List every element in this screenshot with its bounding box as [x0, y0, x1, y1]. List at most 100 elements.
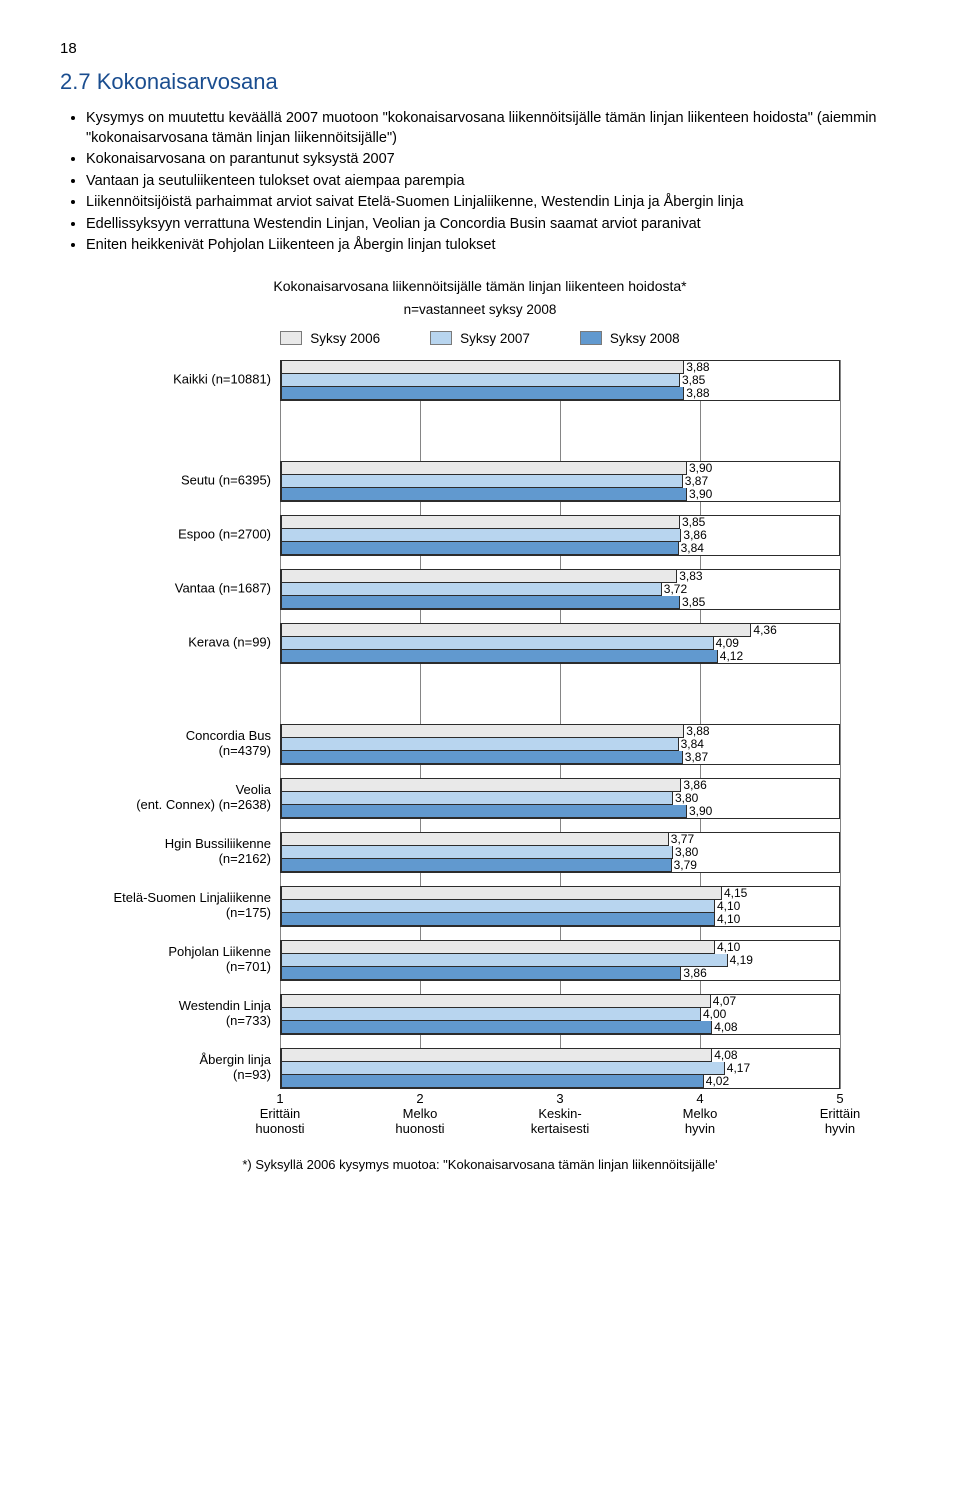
- legend-label: Syksy 2007: [460, 331, 530, 346]
- axis-tick-label: Melkohyvin: [645, 1107, 755, 1137]
- grid-line: [840, 360, 841, 1089]
- bar: 3,88: [281, 725, 684, 738]
- row-label: Veolia(ent. Connex) (n=2638): [81, 784, 281, 814]
- bar-value: 3,84: [678, 541, 704, 555]
- bar: 3,86: [281, 529, 681, 542]
- bar-value: 3,80: [672, 791, 698, 805]
- bar-group: Veolia(ent. Connex) (n=2638)3,863,803,90: [280, 778, 840, 819]
- bar: 4,10: [281, 900, 715, 913]
- bar-value: 4,10: [714, 899, 740, 913]
- legend-swatch: [280, 331, 302, 345]
- bullet-item: Eniten heikkenivät Pohjolan Liikenteen j…: [86, 236, 900, 256]
- row-label: Espoo (n=2700): [81, 528, 281, 543]
- bar-value: 3,72: [661, 582, 687, 596]
- row-label: Westendin Linja(n=733): [81, 1000, 281, 1030]
- axis-tick-number: 1: [276, 1091, 283, 1106]
- bar-value: 4,07: [710, 994, 736, 1008]
- row-label: Seutu (n=6395): [81, 474, 281, 489]
- bullet-list: Kysymys on muutettu keväällä 2007 muotoo…: [60, 109, 900, 256]
- bar-value: 3,88: [683, 360, 709, 374]
- row-label: Hgin Bussiliikenne(n=2162): [81, 838, 281, 868]
- bar-group: Kerava (n=99)4,364,094,12: [280, 623, 840, 664]
- chart-subtitle: n=vastanneet syksy 2008: [80, 302, 880, 317]
- chart: Kokonaisarvosana liikennöitsijälle tämän…: [80, 278, 880, 1172]
- bar-value: 4,36: [750, 623, 776, 637]
- section-heading: 2.7 Kokonaisarvosana: [60, 69, 900, 95]
- bar-value: 3,86: [680, 778, 706, 792]
- bar-group: Pohjolan Liikenne(n=701)4,104,193,86: [280, 940, 840, 981]
- page-number: 18: [60, 40, 900, 57]
- bar: 3,90: [281, 488, 687, 501]
- legend-swatch: [580, 331, 602, 345]
- bar-value: 4,19: [727, 953, 753, 967]
- row-label: Vantaa (n=1687): [81, 582, 281, 597]
- bar: 3,86: [281, 967, 681, 980]
- bullet-item: Liikennöitsijöistä parhaimmat arviot sai…: [86, 193, 900, 213]
- bar-value: 4,00: [700, 1007, 726, 1021]
- bar-value: 3,83: [676, 569, 702, 583]
- bar-value: 3,86: [680, 528, 706, 542]
- bar-group: Espoo (n=2700)3,853,863,84: [280, 515, 840, 556]
- bar-value: 3,90: [686, 487, 712, 501]
- chart-legend: Syksy 2006 Syksy 2007 Syksy 2008: [80, 331, 880, 346]
- axis-tick-number: 3: [556, 1091, 563, 1106]
- bar: 4,09: [281, 637, 714, 650]
- bar-value: 4,10: [714, 940, 740, 954]
- x-axis: 1Erittäinhuonosti2Melkohuonosti3Keskin-k…: [280, 1091, 840, 1139]
- row-label: Pohjolan Liikenne(n=701): [81, 946, 281, 976]
- axis-tick-number: 4: [696, 1091, 703, 1106]
- bar: 3,83: [281, 570, 677, 583]
- bar: 3,87: [281, 475, 683, 488]
- bullet-item: Kysymys on muutettu keväällä 2007 muotoo…: [86, 109, 900, 148]
- chart-footnote: *) Syksyllä 2006 kysymys muotoa: "Kokona…: [80, 1157, 880, 1172]
- axis-tick-label: Melkohuonosti: [365, 1107, 475, 1137]
- bar-group: Vantaa (n=1687)3,833,723,85: [280, 569, 840, 610]
- bar-value: 4,08: [711, 1048, 737, 1062]
- bar-group: Westendin Linja(n=733)4,074,004,08: [280, 994, 840, 1035]
- bar-value: 3,80: [672, 845, 698, 859]
- bar-value: 4,15: [721, 886, 747, 900]
- bar-group: Åbergin linja(n=93)4,084,174,02: [280, 1048, 840, 1089]
- row-label: Concordia Bus(n=4379): [81, 730, 281, 760]
- bar-value: 3,87: [682, 474, 708, 488]
- axis-tick-number: 2: [416, 1091, 423, 1106]
- axis-tick-label: Keskin-kertaisesti: [505, 1107, 615, 1137]
- bar: 4,07: [281, 995, 711, 1008]
- bar: 3,88: [281, 387, 684, 400]
- axis-tick-label: Erittäinhyvin: [785, 1107, 895, 1137]
- bar: 4,12: [281, 650, 718, 663]
- bar: 3,90: [281, 462, 687, 475]
- bar-group: Kaikki (n=10881)3,883,853,88: [280, 360, 840, 401]
- chart-title: Kokonaisarvosana liikennöitsijälle tämän…: [80, 278, 880, 294]
- legend-item: Syksy 2006: [280, 331, 380, 346]
- row-label: Etelä-Suomen Linjaliikenne(n=175): [81, 892, 281, 922]
- bar-value: 4,08: [711, 1020, 737, 1034]
- row-label: Åbergin linja(n=93): [81, 1054, 281, 1084]
- bar: 3,86: [281, 779, 681, 792]
- bar-value: 3,87: [682, 750, 708, 764]
- row-label: Kaikki (n=10881): [81, 373, 281, 388]
- bar-value: 3,85: [679, 515, 705, 529]
- bar: 4,08: [281, 1021, 712, 1034]
- legend-label: Syksy 2006: [310, 331, 380, 346]
- row-label: Kerava (n=99): [81, 636, 281, 651]
- bar: 4,36: [281, 624, 751, 637]
- bar: 3,85: [281, 374, 680, 387]
- bar: 3,85: [281, 596, 680, 609]
- bar-value: 3,85: [679, 595, 705, 609]
- bar: 4,08: [281, 1049, 712, 1062]
- legend-swatch: [430, 331, 452, 345]
- bar-value: 4,09: [713, 636, 739, 650]
- bar-value: 3,85: [679, 373, 705, 387]
- bar: 4,15: [281, 887, 722, 900]
- bar: 4,10: [281, 941, 715, 954]
- bar: 3,80: [281, 846, 673, 859]
- legend-label: Syksy 2008: [610, 331, 680, 346]
- legend-item: Syksy 2008: [580, 331, 680, 346]
- bar: 3,88: [281, 361, 684, 374]
- bar: 3,87: [281, 751, 683, 764]
- bar-group: Seutu (n=6395)3,903,873,90: [280, 461, 840, 502]
- bar-group: Etelä-Suomen Linjaliikenne(n=175)4,154,1…: [280, 886, 840, 927]
- bar-group: Hgin Bussiliikenne(n=2162)3,773,803,79: [280, 832, 840, 873]
- bar-value: 4,17: [724, 1061, 750, 1075]
